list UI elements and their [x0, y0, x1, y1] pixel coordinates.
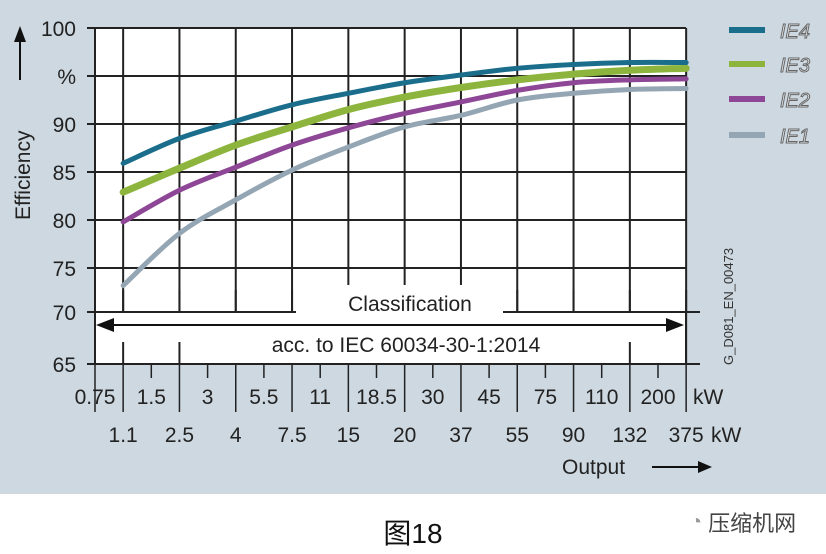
x-tick-label-bottom: 1.1 — [109, 424, 138, 447]
series-line-ie3 — [119, 64, 690, 196]
series-line-ie2 — [120, 76, 689, 225]
watermark-text: 压缩机网 — [708, 511, 797, 536]
x-tick-label-top: 30 — [421, 386, 444, 409]
x-tick-label-bottom: 15 — [337, 424, 360, 447]
x-tick-label-bottom: 375 — [669, 424, 704, 447]
wechat-icon: ◔ — [690, 510, 703, 533]
x-tick-label-bottom: 4 — [230, 424, 242, 447]
x-tick-label-bottom: kW — [711, 424, 742, 447]
classification-title: Classification — [348, 293, 472, 316]
classification-box — [296, 285, 503, 315]
figure-code: G_D081_EN_00473 — [721, 248, 736, 365]
series-line-ie4 — [120, 59, 689, 166]
watermark: ◔ 压缩机网 — [690, 506, 796, 538]
y-tick-label: 70 — [53, 302, 76, 325]
legend-label-ie4: IE4 — [780, 21, 810, 43]
series-line-ie1 — [120, 85, 689, 289]
y-tick-label: % — [57, 66, 76, 89]
y-tick-label: 90 — [53, 114, 76, 137]
x-tick-label-top: 200 — [640, 386, 675, 409]
x-tick-label-bottom: 20 — [393, 424, 416, 447]
x-tick-label-bottom: 90 — [562, 424, 585, 447]
x-tick-label-bottom: 55 — [506, 424, 529, 447]
efficiency-chart: 100% 90 85 80 75 70 65 0.75 1.5 3 5.5 11 18.5 30 45 75 1… — [12, 18, 811, 479]
x-tick-label-top: 18.5 — [356, 386, 397, 409]
y-tick-label: 65 — [53, 354, 76, 377]
y-tick-label: 80 — [53, 210, 76, 233]
x-tick-label-top: 0.75 — [75, 386, 116, 409]
x-tick-label-top: 5.5 — [249, 386, 278, 409]
classification-arrow — [96, 318, 684, 332]
classification-standard: acc. to IEC 60034-30-1:2014 — [272, 334, 541, 357]
x-tick-label-bottom: 37 — [449, 424, 472, 447]
legend-label-ie2: IE2 — [780, 90, 810, 112]
y-tick-label: 75 — [53, 258, 76, 281]
y-axis-arrow — [14, 26, 26, 80]
y-axis-label: Efficiency — [12, 130, 35, 220]
legend-label-ie3: IE3 — [780, 55, 810, 77]
x-tick-label-top: 45 — [477, 386, 500, 409]
x-tick-label-top: kW — [693, 386, 724, 409]
legend-label-ie1: IE1 — [780, 126, 810, 148]
x-tick-label-bottom: 7.5 — [277, 424, 306, 447]
x-tick-label-top: 75 — [534, 386, 557, 409]
y-tick-label: 85 — [53, 162, 76, 185]
figure-caption: 图18 — [383, 518, 443, 549]
x-axis-label: Output — [562, 456, 625, 479]
x-tick-label-top: 110 — [585, 386, 618, 409]
annotation-box — [96, 314, 685, 363]
x-axis-arrow — [652, 461, 712, 473]
x-tick-label-top: 3 — [202, 386, 214, 409]
x-tick-label-top: 1.5 — [137, 386, 166, 409]
x-tick-label-top: 11 — [309, 386, 331, 409]
x-tick-label-bottom: 2.5 — [165, 424, 194, 447]
x-tick-label-bottom: 132 — [612, 424, 647, 447]
y-tick-label: 100 — [41, 18, 76, 41]
